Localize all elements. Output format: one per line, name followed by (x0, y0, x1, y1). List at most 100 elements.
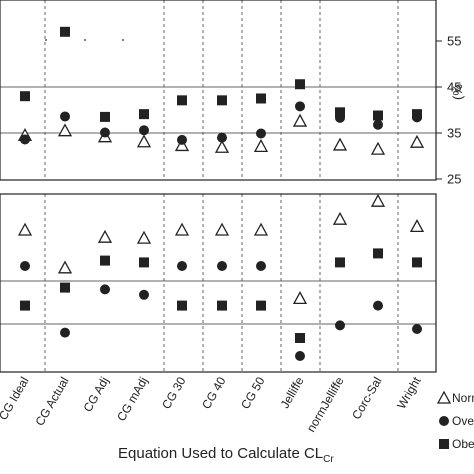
top-triangle-marker (253, 138, 269, 152)
x-category-label: CG 50 (238, 374, 268, 411)
top-square-marker (20, 91, 30, 102)
top-circle-marker (100, 127, 110, 138)
legend-label: Obes (452, 437, 474, 451)
bottom-triangle-marker (17, 222, 33, 236)
top-square-marker (335, 107, 345, 118)
bottom-panel-frame (0, 193, 437, 373)
x-category-label: CG 40 (199, 374, 229, 411)
top-small-dot (84, 39, 86, 41)
top-panel-frame (0, 0, 437, 181)
top-square-marker (295, 79, 305, 90)
bottom-circle-marker (177, 261, 187, 271)
top-triangle-marker (174, 138, 190, 152)
top-circle-marker (217, 132, 227, 143)
legend-triangle-marker (436, 390, 452, 404)
bottom-circle-marker (60, 327, 70, 338)
x-category-label: Corc-Sal (349, 375, 384, 422)
x-axis-title-main: Equation Used to Calculate CL (118, 445, 323, 462)
top-small-dot (122, 39, 124, 41)
top-triangle-marker (370, 141, 386, 155)
top-panel: 25 35 45 55 (% (0, 0, 465, 187)
bottom-triangle-marker (57, 260, 73, 274)
legend-label: Over (452, 414, 474, 428)
top-square-marker (373, 110, 383, 121)
bottom-circle-marker (335, 320, 345, 331)
top-panel-markers (17, 26, 425, 155)
top-circle-marker (256, 128, 266, 139)
bottom-circle-marker (373, 300, 383, 311)
bottom-panel-dividers (44, 194, 399, 372)
top-square-marker (100, 111, 110, 122)
bottom-circle-marker (20, 261, 30, 271)
x-axis-title: Equation Used to Calculate CLCr (118, 445, 334, 465)
legend-square-marker (439, 439, 449, 449)
top-square-marker (177, 95, 187, 106)
x-axis-title-subscript: Cr (323, 454, 334, 465)
bottom-square-marker (177, 300, 187, 311)
bottom-square-marker (373, 248, 383, 259)
x-category-label: CG Ideal (0, 375, 32, 423)
bottom-triangle-marker (97, 229, 113, 243)
bottom-triangle-marker (174, 222, 190, 236)
top-y-tick-label: 25 (447, 172, 461, 187)
bottom-square-marker (335, 257, 345, 268)
bottom-square-marker (217, 300, 227, 311)
top-square-marker (412, 109, 422, 120)
bottom-square-marker (412, 257, 422, 268)
bottom-triangle-marker (214, 222, 230, 236)
bottom-square-marker (20, 300, 30, 311)
top-triangle-marker (214, 139, 230, 153)
legend: Norm Over Obes (436, 390, 474, 451)
bottom-square-marker (60, 282, 70, 293)
top-triangle-marker (332, 137, 348, 151)
bottom-square-marker (295, 333, 305, 343)
top-small-dot (45, 39, 47, 41)
top-triangle-marker (409, 134, 425, 148)
top-y-tick-label: 55 (447, 34, 461, 49)
top-triangle-marker (57, 123, 73, 137)
bottom-square-marker (139, 257, 149, 268)
top-circle-marker (295, 101, 305, 112)
x-category-label: normJelliffe (304, 374, 347, 434)
bottom-circle-marker (256, 261, 266, 271)
bottom-triangle-marker (409, 219, 425, 233)
x-category-label: CG Adj (80, 375, 111, 415)
legend-circle-marker (439, 416, 449, 426)
bottom-circle-marker (412, 324, 422, 334)
bottom-panel-markers (17, 193, 425, 361)
bottom-square-marker (256, 300, 266, 311)
top-circle-marker (177, 134, 187, 145)
bottom-circle-marker (100, 284, 110, 295)
top-square-marker (139, 109, 149, 120)
top-square-marker (60, 26, 70, 37)
top-circle-marker (373, 119, 383, 130)
top-triangle-marker (136, 134, 152, 148)
bottom-triangle-marker (253, 222, 269, 236)
bottom-triangle-marker (370, 193, 386, 207)
x-category-label: CG mAdj (114, 375, 150, 424)
top-y-axis: 25 35 45 55 (436, 34, 461, 187)
bottom-triangle-marker (136, 230, 152, 244)
top-y-axis-label: (% (450, 84, 465, 100)
legend-label: Norm (452, 391, 474, 405)
top-square-marker (256, 93, 266, 104)
x-category-label: CG Actual (32, 375, 71, 429)
top-circle-marker (20, 134, 30, 145)
top-triangle-marker (292, 113, 308, 127)
top-y-tick-label: 45 (447, 80, 461, 95)
x-category-label: Wright (394, 374, 424, 411)
top-circle-marker (60, 111, 70, 122)
top-circle-marker (139, 125, 149, 136)
bottom-triangle-marker (292, 291, 308, 305)
x-category-label: CG 30 (159, 374, 189, 411)
bottom-circle-marker (295, 351, 305, 361)
bottom-panel (0, 193, 437, 373)
bottom-circle-marker (217, 261, 227, 271)
bottom-triangle-marker (332, 211, 348, 225)
bottom-circle-marker (139, 289, 149, 300)
top-y-tick-label: 35 (447, 126, 461, 141)
bottom-square-marker (100, 255, 110, 266)
x-axis-category-labels: CG Ideal CG Actual CG Adj CG mAdj CG 30 CG 40… (0, 374, 424, 435)
x-category-label: Jelliffe (278, 374, 307, 411)
